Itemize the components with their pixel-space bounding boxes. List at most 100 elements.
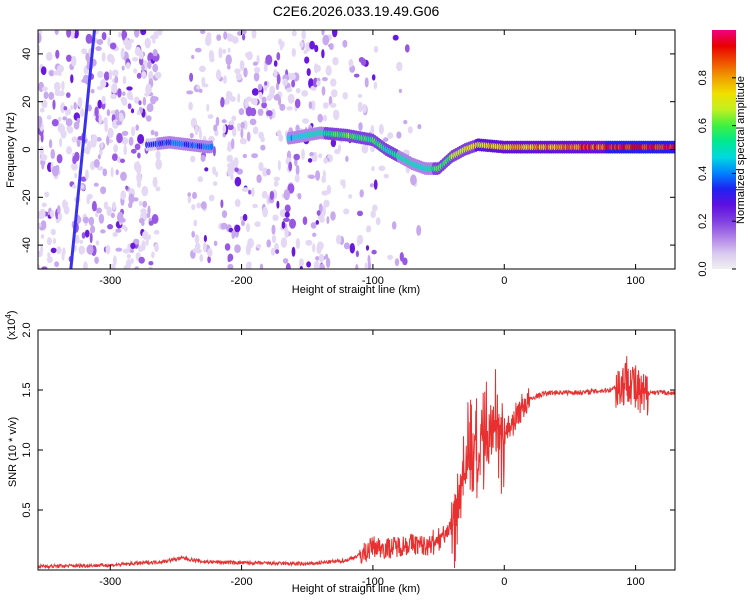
noise-cell-123 bbox=[115, 169, 119, 176]
noise-cell-608 bbox=[295, 238, 301, 249]
noise-cell-212 bbox=[152, 49, 158, 58]
noise-cell-670 bbox=[287, 93, 295, 104]
noise-cell-502 bbox=[196, 202, 202, 209]
noise-cell-797 bbox=[312, 243, 316, 253]
snr-scale-exponent: 4 bbox=[4, 314, 13, 319]
noise-cell-795 bbox=[316, 210, 321, 216]
noise-cell-830 bbox=[342, 179, 346, 189]
noise-cell-561 bbox=[227, 64, 231, 70]
noise-cell-400 bbox=[72, 155, 77, 165]
noise-cell-104 bbox=[46, 115, 52, 120]
noise-cell-28 bbox=[52, 99, 56, 110]
noise-cell-512 bbox=[198, 88, 203, 93]
noise-cell-150 bbox=[40, 131, 44, 143]
noise-cell-626 bbox=[212, 146, 216, 157]
noise-cell-767 bbox=[329, 102, 337, 108]
noise-cell-235 bbox=[70, 30, 75, 40]
noise-cell-376 bbox=[122, 248, 130, 254]
noise-cell-499 bbox=[232, 126, 237, 137]
noise-cell-783 bbox=[322, 205, 326, 217]
noise-cell-146 bbox=[124, 40, 132, 51]
noise-cell-612 bbox=[220, 199, 224, 208]
noise-cell-739 bbox=[282, 78, 288, 86]
noise-cell-834 bbox=[364, 77, 369, 88]
noise-cell-395 bbox=[95, 240, 100, 246]
noise-cell-391 bbox=[46, 51, 53, 61]
noise-cell-458 bbox=[310, 222, 317, 229]
noise-cell-604 bbox=[270, 247, 276, 256]
noise-cell-666 bbox=[276, 74, 281, 85]
colorbar-tick-label-0: 0.0 bbox=[697, 261, 709, 276]
noise-cell-736 bbox=[229, 96, 236, 102]
noise-cell-590 bbox=[234, 167, 239, 173]
snr-series bbox=[38, 356, 675, 570]
noise-cell-756 bbox=[198, 126, 202, 134]
noise-cell-307 bbox=[121, 30, 126, 41]
noise-cell-154 bbox=[83, 261, 88, 269]
noise-cell-218 bbox=[40, 220, 47, 231]
noise-cell-148 bbox=[93, 159, 100, 168]
noise-cell-250 bbox=[106, 135, 110, 146]
noise-cell-202 bbox=[142, 96, 147, 106]
noise-cell-654 bbox=[313, 260, 320, 269]
noise-cell-879 bbox=[396, 131, 402, 139]
noise-cell-761 bbox=[201, 83, 209, 88]
noise-cell-4 bbox=[148, 70, 154, 82]
noise-cell-805 bbox=[373, 45, 379, 53]
ridge-cell-35 bbox=[209, 143, 214, 150]
noise-cell-282 bbox=[120, 96, 127, 103]
noise-cell-882 bbox=[391, 221, 397, 230]
noise-cell-288 bbox=[53, 81, 61, 92]
noise-cell-550 bbox=[323, 102, 329, 109]
noise-cell-205 bbox=[113, 255, 117, 266]
spectrogram-y-tick-label-2: 0 bbox=[21, 146, 33, 152]
noise-cell-843 bbox=[357, 210, 363, 217]
noise-cell-687 bbox=[304, 56, 310, 64]
noise-cell-355 bbox=[130, 242, 136, 250]
noise-cell-675 bbox=[313, 63, 319, 74]
noise-cell-410 bbox=[138, 218, 145, 224]
snr-x-tick-label-2: -100 bbox=[362, 576, 384, 588]
noise-cell-806 bbox=[370, 210, 376, 219]
noise-cell-439 bbox=[301, 90, 309, 97]
noise-cell-694 bbox=[301, 148, 305, 160]
colorbar-tick-label-4: 0.8 bbox=[697, 70, 709, 85]
noise-cell-257 bbox=[148, 261, 154, 266]
noise-cell-295 bbox=[152, 63, 159, 73]
noise-cell-169 bbox=[117, 88, 122, 98]
noise-cell-664 bbox=[240, 128, 244, 139]
noise-cell-135 bbox=[57, 64, 64, 73]
noise-cell-564 bbox=[245, 52, 250, 58]
noise-cell-190 bbox=[106, 206, 112, 217]
noise-cell-478 bbox=[311, 100, 316, 111]
noise-cell-752 bbox=[286, 87, 293, 93]
noise-cell-189 bbox=[41, 202, 47, 208]
noise-cell-781 bbox=[299, 41, 304, 48]
noise-cell-16 bbox=[132, 57, 139, 62]
noise-cell-732 bbox=[252, 203, 258, 209]
noise-cell-571 bbox=[194, 234, 200, 244]
noise-cell-635 bbox=[227, 47, 231, 53]
noise-cell-837 bbox=[355, 250, 359, 258]
noise-cell-353 bbox=[56, 154, 63, 164]
snr-plot-area bbox=[38, 330, 675, 570]
spectrogram-y-tick-label-0: -40 bbox=[21, 237, 33, 253]
noise-cell-338 bbox=[111, 54, 115, 65]
noise-cell-671 bbox=[264, 81, 268, 86]
noise-cell-742 bbox=[279, 103, 286, 111]
noise-cell-373 bbox=[66, 30, 72, 38]
noise-cell-351 bbox=[48, 139, 53, 149]
noise-cell-260 bbox=[38, 32, 42, 44]
noise-cell-229 bbox=[74, 234, 80, 244]
noise-cell-867 bbox=[378, 165, 386, 172]
noise-cell-258 bbox=[41, 162, 45, 170]
noise-cell-784 bbox=[322, 77, 328, 82]
spectrogram-diagonal-trace bbox=[69, 30, 96, 269]
noise-cell-361 bbox=[97, 154, 101, 160]
noise-cell-194 bbox=[130, 108, 135, 114]
noise-cell-521 bbox=[220, 96, 225, 108]
noise-cell-220 bbox=[137, 134, 145, 144]
noise-cell-637 bbox=[284, 204, 291, 213]
noise-cell-366 bbox=[85, 169, 89, 181]
noise-cell-868 bbox=[404, 44, 410, 53]
